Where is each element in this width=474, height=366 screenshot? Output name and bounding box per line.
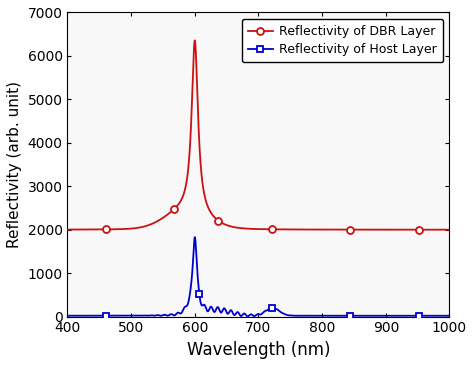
X-axis label: Wavelength (nm): Wavelength (nm) [187,341,330,359]
Legend: Reflectivity of DBR Layer, Reflectivity of Host Layer: Reflectivity of DBR Layer, Reflectivity … [242,19,443,62]
Y-axis label: Reflectivity (arb. unit): Reflectivity (arb. unit) [7,81,22,248]
